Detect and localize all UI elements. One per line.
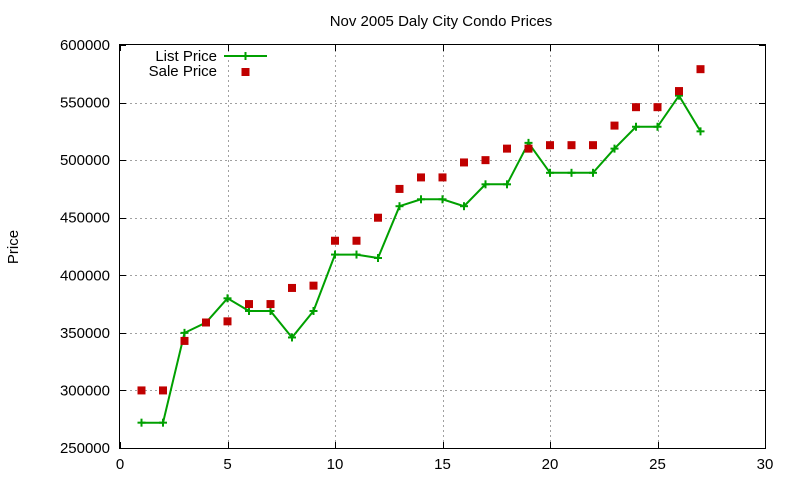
- data-point-list-price: [245, 306, 253, 315]
- data-point-list-price: [653, 122, 662, 131]
- x-tick-label: 20: [542, 456, 559, 473]
- data-point-sale-price: [331, 236, 339, 245]
- data-point-sale-price: [266, 300, 275, 309]
- data-point-list-price: [395, 202, 404, 211]
- data-point-sale-price: [438, 173, 447, 182]
- x-tick-label: 15: [434, 456, 451, 473]
- legend-marker-sale-price: [241, 68, 250, 76]
- legend-label-sale-price: Sale Price: [149, 63, 217, 80]
- data-point-list-price: [374, 254, 382, 263]
- data-point-sale-price: [481, 156, 490, 165]
- data-point-sale-price: [653, 103, 662, 112]
- data-point-sale-price: [245, 300, 253, 309]
- data-point-sale-price: [202, 318, 210, 327]
- y-tick-label: 600000: [60, 37, 110, 54]
- data-point-sale-price: [696, 65, 705, 74]
- data-point-list-price: [180, 328, 189, 337]
- data-point-sale-price: [137, 386, 146, 395]
- data-point-sale-price: [460, 158, 468, 167]
- data-point-list-price: [696, 127, 705, 136]
- data-point-list-price: [223, 294, 232, 303]
- data-point-sale-price: [309, 281, 318, 290]
- legend-label-list-price: List Price: [155, 48, 217, 65]
- data-point-sale-price: [180, 336, 189, 345]
- data-point-list-price: [460, 202, 468, 211]
- data-point-sale-price: [352, 236, 361, 245]
- series-line-list-price: [141, 93, 702, 424]
- data-point-sale-price: [395, 184, 404, 193]
- data-point-sale-price: [546, 141, 554, 150]
- data-point-sale-price: [223, 317, 232, 326]
- data-point-sale-price: [288, 283, 296, 292]
- data-point-sale-price: [610, 121, 619, 130]
- y-tick-label: 550000: [60, 95, 110, 112]
- y-tick-label: 400000: [60, 267, 110, 284]
- data-point-sale-price: [159, 386, 167, 395]
- data-point-list-price: [567, 168, 576, 177]
- data-point-list-price: [481, 180, 490, 189]
- data-point-list-price: [266, 306, 275, 315]
- data-point-list-price: [417, 195, 425, 204]
- legend: List Price Sale Price: [149, 48, 267, 80]
- data-point-sale-price: [417, 173, 425, 182]
- data-point-list-price: [352, 250, 361, 259]
- data-point-list-price: [309, 306, 318, 315]
- chart-title: Nov 2005 Daly City Condo Prices: [330, 13, 553, 30]
- y-tick-label: 250000: [60, 440, 110, 457]
- x-tick-label: 5: [223, 456, 231, 473]
- data-point-list-price: [610, 144, 619, 153]
- grid-layer: [120, 45, 765, 448]
- data-point-sale-price: [567, 141, 576, 150]
- data-point-list-price: [159, 418, 167, 427]
- legend-marker-list-price: [241, 52, 250, 60]
- y-tick-label: 500000: [60, 152, 110, 169]
- data-point-sale-price: [503, 144, 511, 153]
- y-tick-label: 350000: [60, 325, 110, 342]
- data-point-sale-price: [675, 87, 683, 96]
- data-point-list-price: [288, 333, 296, 342]
- data-point-sale-price: [524, 144, 533, 153]
- data-point-sale-price: [632, 103, 640, 112]
- data-point-list-price: [589, 168, 597, 177]
- data-point-list-price: [438, 195, 447, 204]
- x-tick-label: 30: [757, 456, 774, 473]
- data-point-list-price: [503, 180, 511, 189]
- y-tick-label: 450000: [60, 210, 110, 227]
- y-axis-label: Price: [5, 230, 22, 264]
- x-tick-label: 0: [116, 456, 124, 473]
- data-point-list-price: [546, 168, 554, 177]
- data-point-list-price: [632, 122, 640, 131]
- series-layer: [137, 65, 705, 427]
- ticks-layer: 0 5 10 15 20 25 30 250000 300000 350000 400000 4500…: [60, 37, 773, 473]
- y-tick-label: 300000: [60, 382, 110, 399]
- legend-marks: [224, 52, 267, 76]
- data-point-sale-price: [374, 213, 382, 222]
- data-point-list-price: [331, 250, 339, 259]
- plot-frame: [119, 44, 766, 449]
- x-tick-label: 10: [327, 456, 344, 473]
- x-tick-label: 25: [649, 456, 666, 473]
- data-point-list-price: [137, 418, 146, 427]
- data-point-sale-price: [589, 141, 597, 150]
